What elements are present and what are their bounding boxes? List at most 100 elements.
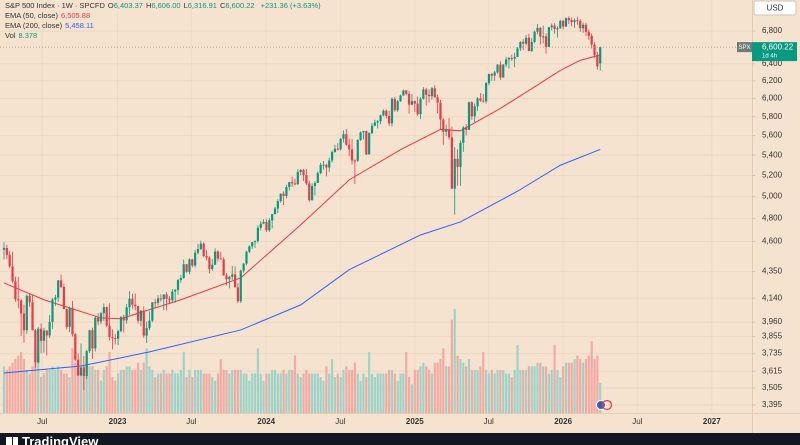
volume-bar [48,369,51,413]
volume-bar [174,373,177,413]
volume-bar [265,373,268,413]
event-icon[interactable] [601,399,613,411]
volume-bar [342,369,345,413]
symbol-title[interactable]: S&P 500 Index · 1W · SPCFD [5,1,105,10]
volume-bar [68,377,71,413]
candle-body [151,302,154,321]
candle-body [587,31,590,36]
volume-pane [2,308,602,413]
candle-body [362,130,365,133]
candle-body [42,330,46,341]
volume-bar [79,369,83,413]
candle-body [405,90,408,94]
legend-row: Vol 8.378 [5,31,324,41]
volume-bar [382,373,385,413]
volume-bar [422,362,425,413]
volume-bar [376,373,379,413]
x-tick-label: 2027 [703,417,721,426]
volume-bar [37,355,40,413]
candle-body [442,119,445,132]
x-tick-label: 2026 [554,417,572,426]
candle-body [248,246,251,252]
volume-bar [330,359,334,413]
currency-box[interactable] [753,0,797,16]
volume-bar [59,369,63,413]
volume-bar [42,373,46,413]
candle-body [211,264,214,270]
volume-bar [430,373,434,413]
y-tick-label: 3,615 [762,366,783,375]
indicator-name[interactable]: Vol [5,31,16,40]
volume-bar [439,359,442,413]
candle-body [313,182,317,186]
candle-body [430,88,434,97]
candle-body [119,316,123,332]
candle-body [544,36,548,47]
volume-bar [145,348,148,413]
candle-body [596,54,599,67]
volume-bar [504,373,508,413]
indicator-lines [3,54,601,374]
symbol-box [737,42,752,53]
volume-bar [102,369,105,413]
currency[interactable]: USD [767,4,784,13]
candle-body [182,264,185,278]
candle-body [291,182,294,184]
volume-bar [45,369,48,413]
volume-bar [470,369,473,413]
indicator-name[interactable]: EMA (50, close) [5,11,58,20]
candle-body [439,102,442,120]
candle-body [20,300,23,314]
volume-bar [276,373,279,413]
candle-body [219,258,222,260]
candle-body [322,164,325,166]
candle-body [285,187,288,196]
volume-bar [485,369,488,413]
candle-body [77,359,80,376]
volume-bar [171,369,174,413]
candle-body [162,294,165,300]
y-tick-label: 6,800 [762,26,783,35]
volume-bar [205,373,208,413]
candle-body [259,223,262,228]
currency-button[interactable]: USD [753,0,797,16]
volume-bar [433,362,436,413]
candle-body [51,299,54,322]
y-tick-label: 4,140 [762,293,783,302]
footer-bar [0,433,800,445]
candle-body [262,221,265,224]
volume-bar [407,377,411,413]
volume-bar [156,373,160,413]
candle-body [11,266,14,282]
volume-bar [502,369,505,413]
volume-bar [456,355,459,413]
volume-bar [182,351,185,413]
candle-body [79,367,83,376]
countdown: 1d 4h [762,54,777,60]
candle-body [465,127,468,130]
volume-bar [162,369,165,413]
volume-bar [399,373,402,413]
candle-body [171,291,174,301]
indicator-name[interactable]: EMA (200, close) [5,21,63,30]
candle-body [97,317,100,322]
x-tick-label: Jul [37,417,47,426]
volume-bar [125,366,128,413]
volume-bar [196,369,200,413]
candle-body [39,328,43,341]
volume-bar [31,366,34,413]
candle-body [168,298,171,301]
candle-body [507,58,511,60]
volume-bar [262,380,265,413]
ohlc-key: L [183,1,188,10]
volume-bar [570,362,573,413]
volume-bar [151,369,154,413]
volume-bar [2,366,6,413]
candle-body [276,201,279,209]
candle-body [459,142,462,167]
candle-body [148,320,151,329]
volume-bar [222,369,225,413]
price-label: 6,600.22 [762,43,794,52]
volume-bar [373,377,376,413]
